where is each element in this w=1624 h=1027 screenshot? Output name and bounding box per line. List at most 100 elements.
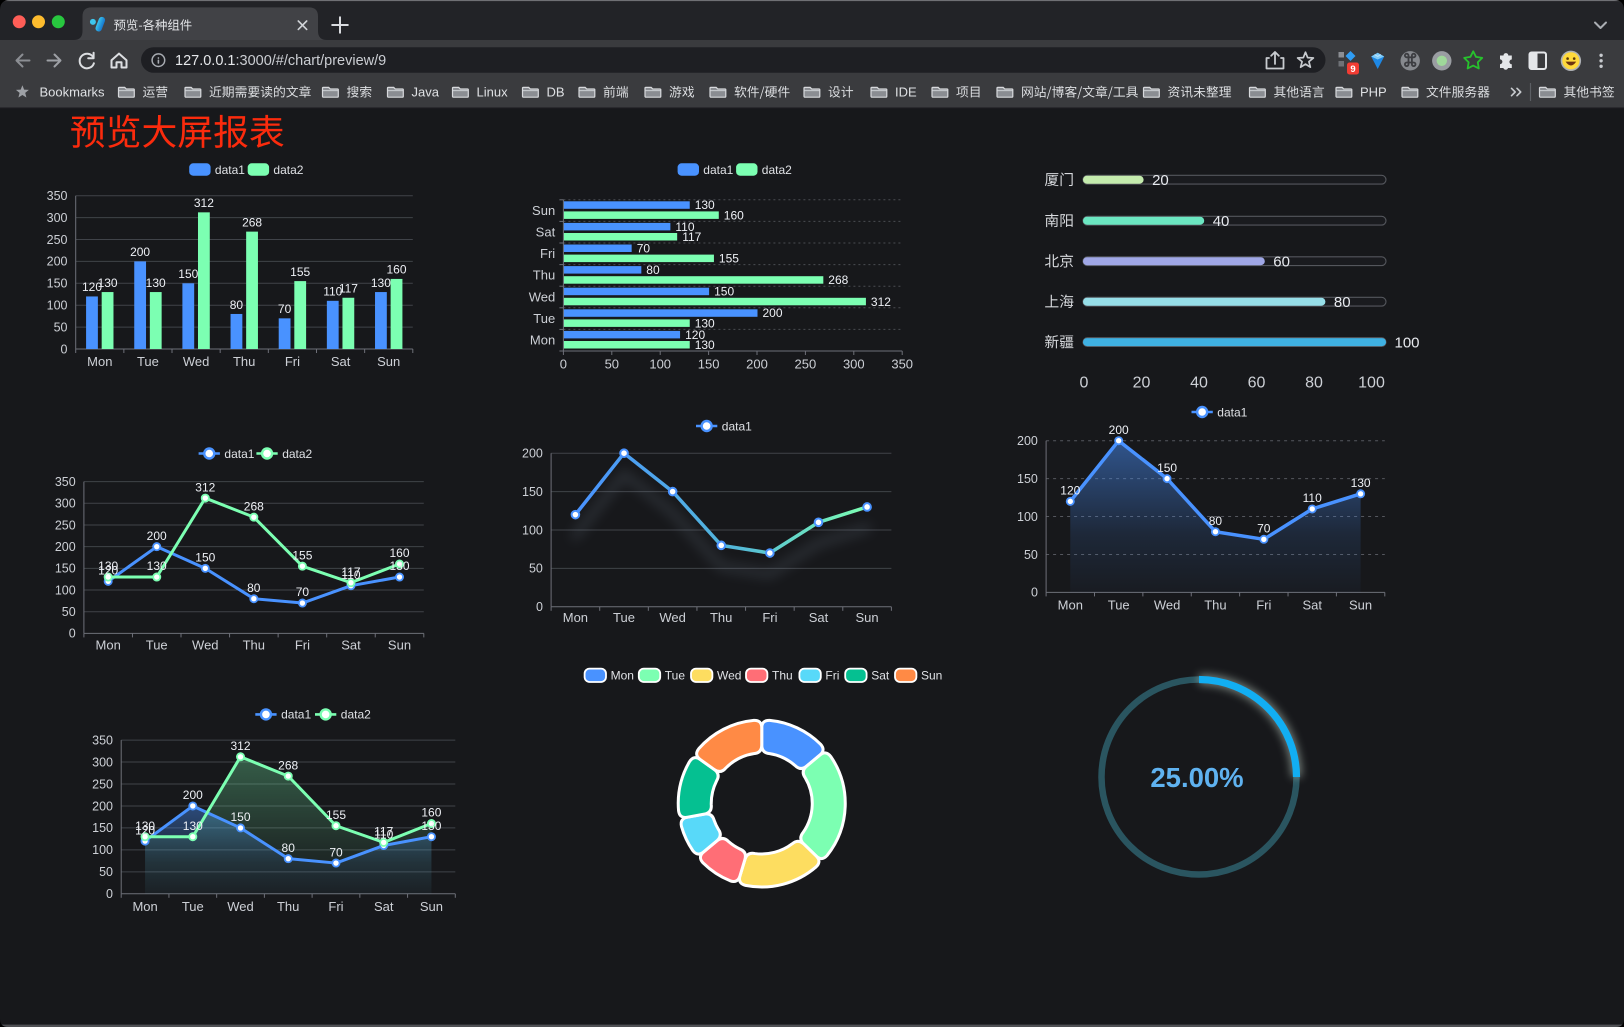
svg-text:Wed: Wed [717, 669, 741, 683]
svg-text:130: 130 [421, 819, 441, 833]
svg-text:250: 250 [92, 777, 113, 791]
svg-text:Mon: Mon [132, 899, 157, 914]
svg-text:Fri: Fri [295, 638, 310, 653]
svg-text:110: 110 [1303, 491, 1322, 505]
svg-text:data1: data1 [215, 163, 245, 177]
svg-text:Wed: Wed [529, 289, 556, 304]
svg-text:Linux: Linux [477, 85, 509, 100]
svg-text:200: 200 [763, 306, 783, 320]
svg-text:Thu: Thu [243, 638, 265, 653]
svg-text:data2: data2 [282, 447, 312, 461]
svg-text:150: 150 [92, 821, 113, 835]
svg-text:100: 100 [92, 843, 113, 857]
svg-text:70: 70 [329, 845, 343, 859]
svg-text:Thu: Thu [710, 610, 732, 625]
svg-text:Thu: Thu [533, 268, 555, 283]
svg-text:Tue: Tue [146, 638, 168, 653]
svg-text:0: 0 [106, 887, 113, 901]
svg-text:155: 155 [290, 265, 310, 279]
svg-text:350: 350 [55, 475, 76, 489]
svg-text:70: 70 [278, 302, 292, 316]
svg-text:Sat: Sat [1302, 597, 1322, 612]
svg-text:312: 312 [230, 739, 250, 753]
svg-text:150: 150 [1017, 472, 1038, 486]
svg-text:130: 130 [135, 819, 155, 833]
svg-text:312: 312 [194, 196, 214, 210]
svg-text:150: 150 [178, 267, 198, 281]
svg-text:120: 120 [685, 328, 705, 342]
svg-text:130: 130 [695, 338, 715, 352]
svg-text:Thu: Thu [277, 899, 299, 914]
svg-text:Sun: Sun [388, 638, 411, 653]
svg-text:60: 60 [1273, 254, 1290, 271]
svg-text:200: 200 [130, 245, 150, 259]
svg-text:300: 300 [47, 211, 68, 225]
svg-text:250: 250 [47, 233, 68, 247]
svg-text:Fri: Fri [762, 610, 777, 625]
svg-text:0: 0 [69, 627, 76, 641]
svg-text:200: 200 [183, 788, 203, 802]
svg-text:200: 200 [92, 799, 113, 813]
svg-text:100: 100 [47, 299, 68, 313]
svg-text:Fri: Fri [1256, 597, 1271, 612]
svg-text:Sun: Sun [921, 669, 942, 683]
svg-text:127.0.0.1:3000/#/chart/preview: 127.0.0.1:3000/#/chart/preview/9 [175, 53, 386, 69]
svg-text:300: 300 [843, 357, 865, 372]
svg-text:25.00%: 25.00% [1150, 762, 1243, 793]
svg-text:Thu: Thu [772, 669, 793, 683]
svg-text:data1: data1 [1217, 405, 1247, 419]
svg-text:data2: data2 [273, 163, 303, 177]
svg-text:130: 130 [695, 198, 715, 212]
svg-text:200: 200 [522, 447, 543, 461]
svg-text:80: 80 [1305, 375, 1323, 392]
svg-text:0: 0 [61, 342, 68, 356]
svg-text:130: 130 [371, 276, 391, 290]
svg-text:350: 350 [891, 357, 913, 372]
svg-text:70: 70 [296, 585, 310, 599]
svg-text:268: 268 [242, 215, 262, 229]
svg-text:data1: data1 [281, 708, 311, 722]
svg-text:120: 120 [82, 280, 102, 294]
svg-text:Mon: Mon [611, 669, 634, 683]
svg-text:data1: data1 [722, 419, 752, 433]
svg-text:Wed: Wed [183, 354, 210, 369]
svg-text:155: 155 [326, 808, 346, 822]
svg-text:40: 40 [1213, 213, 1230, 230]
svg-text:160: 160 [389, 546, 409, 560]
svg-text:130: 130 [146, 276, 166, 290]
svg-text:9: 9 [1350, 64, 1355, 75]
svg-text:0: 0 [560, 357, 567, 372]
svg-text:50: 50 [99, 865, 113, 879]
svg-text:Tue: Tue [613, 610, 635, 625]
svg-text:110: 110 [323, 285, 342, 299]
svg-text:200: 200 [55, 540, 76, 554]
svg-text:160: 160 [724, 208, 744, 222]
svg-text:Sat: Sat [871, 669, 890, 683]
svg-text:Fri: Fri [328, 899, 343, 914]
svg-text:200: 200 [1109, 423, 1129, 437]
svg-text:Tue: Tue [182, 899, 204, 914]
svg-text:data1: data1 [224, 447, 254, 461]
svg-text:20: 20 [1152, 172, 1169, 189]
svg-text:Fri: Fri [285, 354, 300, 369]
svg-text:268: 268 [244, 499, 264, 513]
svg-text:80: 80 [1209, 514, 1223, 528]
svg-text:80: 80 [282, 841, 296, 855]
svg-text:80: 80 [1334, 294, 1351, 311]
svg-text:Bookmarks: Bookmarks [40, 85, 106, 100]
svg-text:0: 0 [536, 600, 543, 614]
svg-text:Sun: Sun [1349, 597, 1372, 612]
svg-text:300: 300 [92, 755, 113, 769]
svg-text:70: 70 [637, 241, 651, 255]
svg-text:Sun: Sun [420, 899, 443, 914]
svg-text:130: 130 [98, 559, 118, 573]
svg-text:117: 117 [682, 230, 701, 244]
svg-text:DB: DB [547, 85, 565, 100]
svg-text:117: 117 [339, 282, 358, 296]
svg-text:Tue: Tue [1108, 597, 1130, 612]
svg-text:Tue: Tue [137, 354, 159, 369]
svg-text:70: 70 [1257, 522, 1271, 536]
svg-text:130: 130 [147, 559, 167, 573]
svg-text:80: 80 [247, 581, 261, 595]
svg-text:Tue: Tue [533, 311, 555, 326]
